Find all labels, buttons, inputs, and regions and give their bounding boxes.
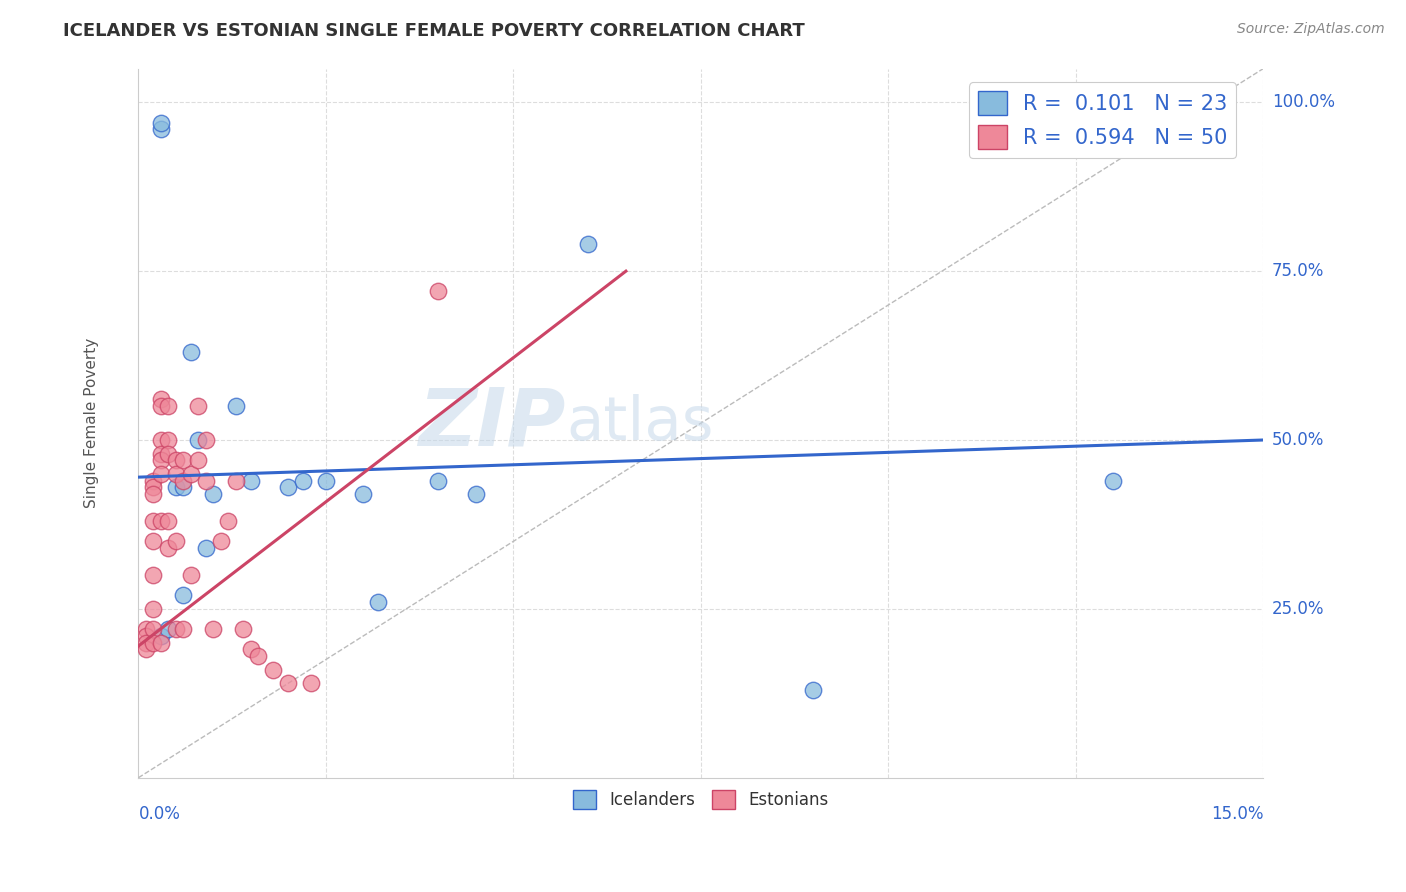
Point [142, 474, 165, 488]
Point [217, 514, 239, 528]
Point [187, 433, 209, 447]
Point [180, 345, 202, 359]
Point [225, 399, 247, 413]
Point [149, 115, 172, 129]
Text: ICELANDER VS ESTONIAN SINGLE FEMALE POVERTY CORRELATION CHART: ICELANDER VS ESTONIAN SINGLE FEMALE POVE… [63, 22, 806, 40]
Point [239, 642, 262, 657]
Point [149, 122, 172, 136]
Point [172, 474, 194, 488]
Point [292, 474, 315, 488]
Point [187, 399, 209, 413]
Point [142, 635, 165, 649]
Point [149, 433, 172, 447]
Point [149, 635, 172, 649]
Point [427, 474, 450, 488]
Legend: Icelanders, Estonians: Icelanders, Estonians [567, 783, 835, 815]
Point [157, 446, 180, 460]
Point [209, 534, 232, 549]
Point [142, 534, 165, 549]
Point [149, 467, 172, 481]
Point [165, 622, 187, 636]
Point [135, 642, 157, 657]
Point [142, 487, 165, 501]
Point [135, 629, 157, 643]
Point [262, 663, 284, 677]
Point [165, 467, 187, 481]
Point [427, 285, 450, 299]
Point [149, 399, 172, 413]
Text: 50.0%: 50.0% [1272, 431, 1324, 449]
Point [172, 588, 194, 602]
Point [180, 467, 202, 481]
Point [157, 514, 180, 528]
Point [157, 433, 180, 447]
Point [157, 541, 180, 555]
Point [142, 480, 165, 494]
Text: ZIP: ZIP [419, 384, 567, 462]
Point [247, 649, 270, 664]
Point [277, 676, 299, 690]
Point [239, 474, 262, 488]
Text: 15.0%: 15.0% [1211, 805, 1264, 823]
Point [157, 399, 180, 413]
Point [157, 622, 180, 636]
Text: 75.0%: 75.0% [1272, 262, 1324, 280]
Point [194, 541, 217, 555]
Point [172, 453, 194, 467]
Text: 100.0%: 100.0% [1272, 94, 1334, 112]
Point [277, 480, 299, 494]
Point [465, 487, 488, 501]
Point [142, 514, 165, 528]
Point [172, 480, 194, 494]
Text: Source: ZipAtlas.com: Source: ZipAtlas.com [1237, 22, 1385, 37]
Text: 25.0%: 25.0% [1272, 599, 1324, 618]
Text: atlas: atlas [567, 393, 713, 452]
Point [142, 602, 165, 616]
Point [299, 676, 322, 690]
Point [180, 568, 202, 582]
Point [149, 392, 172, 407]
Point [202, 487, 225, 501]
Point [142, 622, 165, 636]
Point [803, 682, 825, 697]
Point [1102, 474, 1125, 488]
Point [194, 433, 217, 447]
Point [232, 622, 254, 636]
Point [149, 453, 172, 467]
Point [165, 480, 187, 494]
Text: 0.0%: 0.0% [138, 805, 180, 823]
Point [165, 453, 187, 467]
Point [315, 474, 337, 488]
Point [149, 514, 172, 528]
Point [225, 474, 247, 488]
Point [135, 635, 157, 649]
Text: Single Female Poverty: Single Female Poverty [84, 338, 98, 508]
Point [578, 237, 600, 252]
Point [194, 474, 217, 488]
Point [142, 568, 165, 582]
Point [149, 629, 172, 643]
Point [149, 446, 172, 460]
Point [367, 595, 389, 609]
Point [187, 453, 209, 467]
Point [352, 487, 374, 501]
Point [172, 622, 194, 636]
Point [135, 622, 157, 636]
Point [165, 534, 187, 549]
Point [202, 622, 225, 636]
